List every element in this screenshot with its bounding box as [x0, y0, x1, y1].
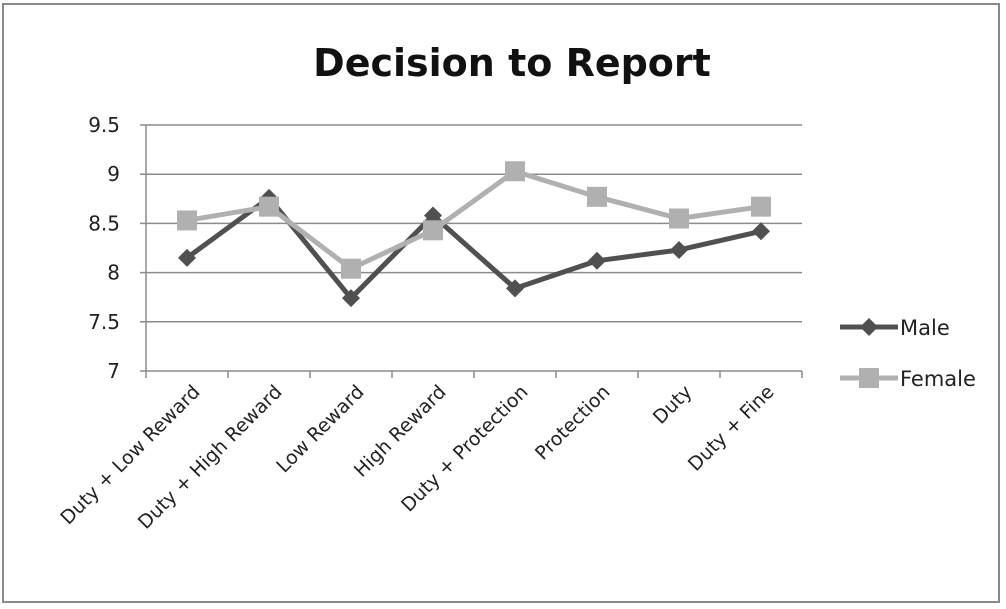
chart-frame [2, 3, 1000, 603]
legend-item-male: Male [840, 316, 950, 340]
legend-marker [860, 318, 878, 336]
chart-title: Decision to Report [313, 41, 711, 85]
series [177, 161, 771, 308]
series-female [177, 161, 771, 279]
axes [140, 124, 803, 378]
data-point [505, 161, 525, 182]
gridlines [146, 124, 802, 323]
y-tick-label: 9.5 [88, 113, 120, 137]
legend: Male Female [840, 316, 976, 391]
y-tick-labels: 9.5 9 8.5 8 7.5 7 [88, 113, 120, 383]
x-tick-label: Duty + High Reward [134, 381, 287, 534]
y-tick-label: 8 [107, 261, 120, 285]
data-point [751, 196, 771, 217]
data-point [177, 210, 197, 231]
x-tick-label: Duty + Low Reward [56, 381, 204, 529]
data-point [506, 279, 524, 298]
x-tick-label: Duty + Fine [684, 381, 779, 476]
data-point [342, 289, 360, 308]
data-point [259, 196, 279, 217]
data-point [341, 258, 361, 279]
x-tick-label: Duty [649, 381, 697, 429]
y-tick-label: 9 [107, 162, 120, 186]
data-point [178, 248, 196, 267]
legend-label: Female [900, 367, 976, 391]
data-point [669, 208, 689, 229]
data-point [423, 220, 443, 241]
x-tick-label: Protection [531, 381, 615, 465]
legend-label: Male [900, 316, 950, 340]
legend-item-female: Female [840, 367, 976, 391]
data-point [670, 240, 688, 259]
data-point [587, 186, 607, 207]
data-point [424, 206, 442, 225]
data-point [588, 251, 606, 270]
y-tick-label: 7.5 [88, 310, 120, 334]
y-tick-label: 7 [107, 359, 120, 383]
y-tick-label: 8.5 [88, 211, 120, 235]
legend-marker [859, 368, 879, 388]
series-line [186, 168, 762, 272]
data-point [752, 222, 770, 241]
